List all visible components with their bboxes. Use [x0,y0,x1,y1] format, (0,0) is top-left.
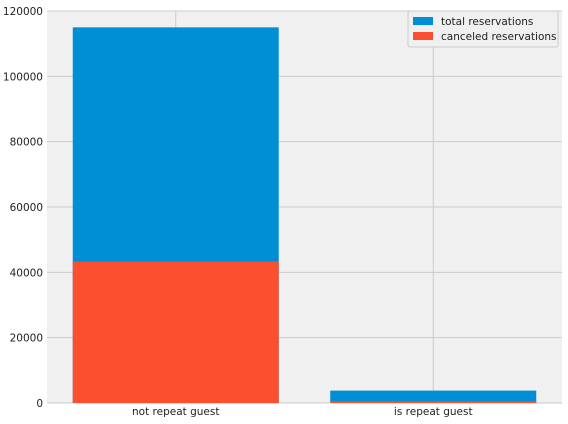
y-axis-ticks: 0 20000 40000 60000 80000 100000 120000 [3,6,43,410]
x-tick-label: is repeat guest [394,406,473,418]
y-tick-label: 80000 [10,137,43,149]
y-tick-label: 100000 [3,71,43,83]
legend: total reservations canceled reservations [407,10,559,48]
x-tick-label: not repeat guest [132,406,219,418]
legend-box [407,10,559,48]
bars [72,27,537,403]
y-tick-label: 60000 [10,202,43,214]
bar-total-reservations-1 [330,390,537,403]
y-tick-label: 20000 [10,333,43,345]
bar-canceled-reservations-1 [330,401,537,403]
bar-canceled-reservations-0 [72,261,279,403]
legend-label: canceled reservations [441,31,557,43]
y-tick-label: 120000 [3,6,43,18]
x-axis-ticks: not repeat guest is repeat guest [132,406,473,418]
legend-swatch [413,32,433,40]
legend-label: total reservations [441,16,533,28]
y-tick-label: 0 [36,398,43,410]
y-tick-label: 40000 [10,267,43,279]
legend-swatch [413,17,433,25]
